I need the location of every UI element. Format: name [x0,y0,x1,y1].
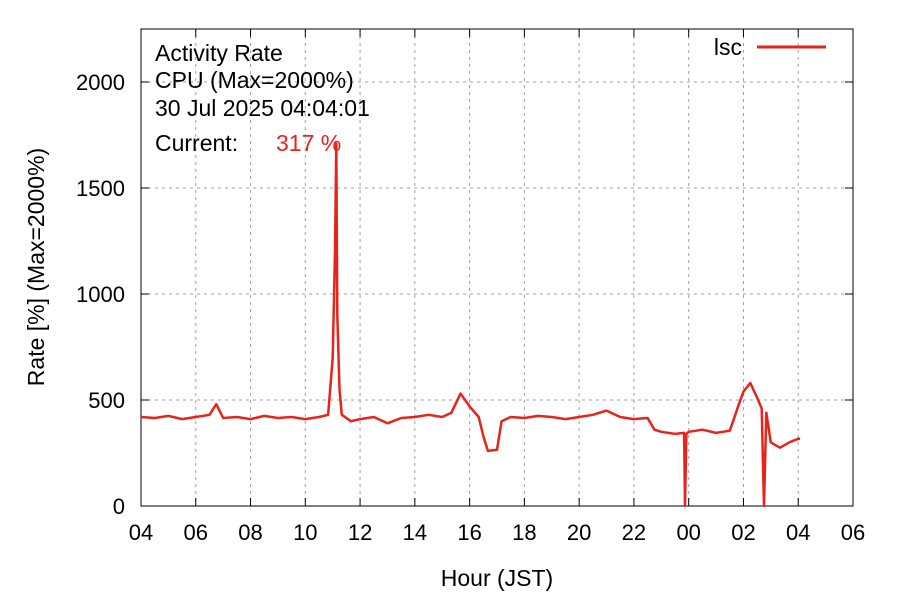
x-tick-labels: 04 06 08 10 12 14 16 18 20 22 00 02 04 06 [129,520,865,545]
y-axis-label: Rate [%] (Max=2000%) [23,148,49,386]
y-tick-label: 500 [88,388,125,413]
x-tick-label: 08 [238,520,262,545]
y-tick-label: 1000 [76,282,125,307]
chart-title-line-3: 30 Jul 2025 04:04:01 [155,95,370,121]
current-label: Current: [155,130,238,156]
plot-area [140,28,854,507]
chart-title-line-2: CPU (Max=2000%) [155,67,354,93]
y-tick-label: 0 [113,494,125,519]
x-tick-label: 20 [567,520,591,545]
x-tick-label: 22 [622,520,646,545]
x-tick-label: 14 [403,520,427,545]
series-line-lsc [140,142,801,508]
y-tick-label: 1500 [76,176,125,201]
legend-label: lsc [714,34,742,60]
x-tick-label: 06 [841,520,865,545]
axis-ticks [140,29,854,507]
x-axis-label: Hour (JST) [441,565,553,591]
x-tick-label: 10 [293,520,317,545]
x-tick-label: 02 [731,520,755,545]
x-tick-label: 18 [512,520,536,545]
x-tick-label: 16 [457,520,481,545]
chart-title-line-1: Activity Rate [155,40,283,66]
x-tick-label: 04 [129,520,153,545]
y-tick-label: 2000 [76,70,125,95]
y-tick-labels: 0 500 1000 1500 2000 [76,70,125,519]
x-tick-label: 04 [786,520,810,545]
grid-lines [141,29,853,506]
x-tick-label: 00 [676,520,700,545]
x-tick-label: 12 [348,520,372,545]
current-value: 317 % [276,130,341,156]
x-tick-label: 06 [184,520,208,545]
